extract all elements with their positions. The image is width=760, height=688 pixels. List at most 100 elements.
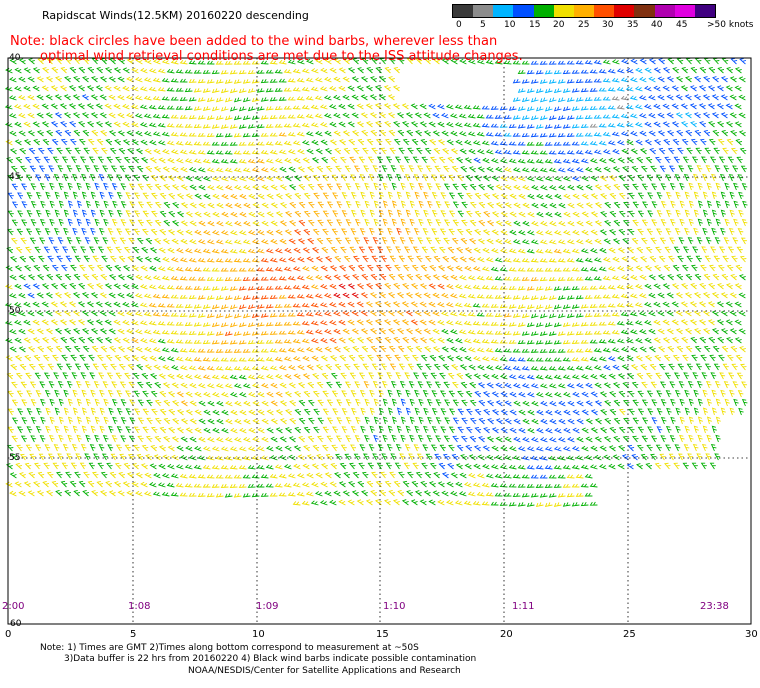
wind-barb (332, 426, 339, 434)
wind-barb (458, 293, 467, 299)
wind-barb (581, 445, 589, 452)
wind-barb (357, 67, 364, 74)
wind-barb (18, 310, 26, 317)
wind-barb (275, 373, 283, 380)
wind-barb (503, 295, 512, 300)
wind-barb (643, 301, 652, 308)
wind-barb (114, 139, 121, 146)
wind-barb (334, 363, 342, 371)
wind-barb (422, 444, 429, 452)
time-label: 1:11 (512, 601, 535, 612)
wind-barb (669, 218, 676, 227)
wind-barb (414, 310, 422, 317)
wind-barb (260, 348, 269, 353)
wind-barb (224, 437, 233, 443)
wind-barb (351, 328, 359, 335)
wind-barb (621, 148, 629, 155)
wind-barb (333, 274, 341, 281)
wind-barb (333, 292, 341, 299)
wind-barb (394, 156, 401, 164)
wind-barb (322, 174, 329, 182)
wind-barb (380, 471, 387, 479)
wind-barb (483, 409, 491, 416)
wind-barb (440, 426, 447, 434)
wind-barb (485, 347, 494, 353)
wind-barb (677, 453, 684, 461)
wind-barb (675, 94, 683, 101)
wind-barb (666, 130, 674, 137)
wind-barb (153, 256, 161, 263)
wind-barb (288, 382, 296, 389)
wind-barb (319, 320, 328, 326)
wind-barb (517, 141, 526, 146)
wind-barb (38, 453, 45, 461)
wind-barb (220, 374, 229, 380)
wind-barb (508, 483, 517, 488)
wind-barb (336, 201, 343, 209)
wind-barb (333, 130, 341, 137)
wind-barb (269, 60, 278, 65)
wind-barb (509, 175, 517, 182)
wind-barb (336, 219, 343, 227)
wind-barb (504, 400, 512, 407)
wind-barb (270, 202, 278, 209)
wind-barb (287, 312, 296, 317)
wind-barb (146, 219, 153, 227)
wind-barb (662, 319, 670, 326)
wind-barb (247, 248, 256, 254)
wind-barb (530, 133, 539, 138)
wind-barb (539, 258, 548, 263)
wind-barb (411, 337, 418, 344)
wind-barb (684, 209, 690, 218)
wind-barb (7, 210, 14, 218)
wind-barb (189, 202, 197, 209)
wind-barb (68, 319, 76, 326)
wind-barb (324, 472, 332, 479)
wind-barb (444, 399, 451, 407)
wind-barb (278, 492, 287, 497)
wind-barb (718, 156, 725, 164)
wind-barb (365, 499, 373, 506)
wind-barb (162, 238, 170, 245)
wind-barb (27, 76, 35, 83)
wind-barb (189, 400, 197, 407)
wind-barb (594, 184, 602, 191)
wind-barb (387, 407, 393, 416)
wind-barb (657, 346, 665, 353)
wind-barb (126, 112, 134, 119)
wind-barb (395, 372, 402, 380)
wind-barb (461, 201, 468, 209)
wind-barb (648, 94, 656, 101)
wind-barb (632, 435, 639, 443)
wind-barb (344, 237, 351, 245)
wind-barb (136, 237, 144, 245)
wind-barb (296, 473, 305, 479)
wind-barb (499, 158, 508, 164)
wind-barb (6, 247, 14, 254)
wind-barb (23, 319, 31, 326)
wind-barb (459, 346, 467, 353)
wind-barb (270, 436, 278, 443)
wind-barb (383, 319, 391, 326)
wind-barb (35, 228, 42, 236)
wind-barb (494, 276, 503, 281)
wind-barb (558, 400, 566, 407)
wind-barb (175, 285, 184, 290)
wind-barb (458, 311, 467, 317)
wind-barb (63, 209, 69, 218)
wind-barb (437, 319, 445, 326)
wind-barb (323, 293, 332, 299)
wind-barb (373, 434, 379, 443)
wind-barb (53, 174, 60, 182)
wind-barb (7, 426, 14, 434)
wind-barb (500, 427, 508, 434)
wind-barb (188, 97, 197, 102)
wind-barb (426, 435, 433, 443)
wind-barb (206, 313, 215, 319)
wind-barb (679, 218, 685, 227)
wind-barb (14, 283, 22, 290)
wind-barb (132, 246, 140, 254)
colorbar-swatch (493, 5, 514, 17)
wind-barb (557, 383, 566, 389)
wind-barb (294, 427, 302, 434)
